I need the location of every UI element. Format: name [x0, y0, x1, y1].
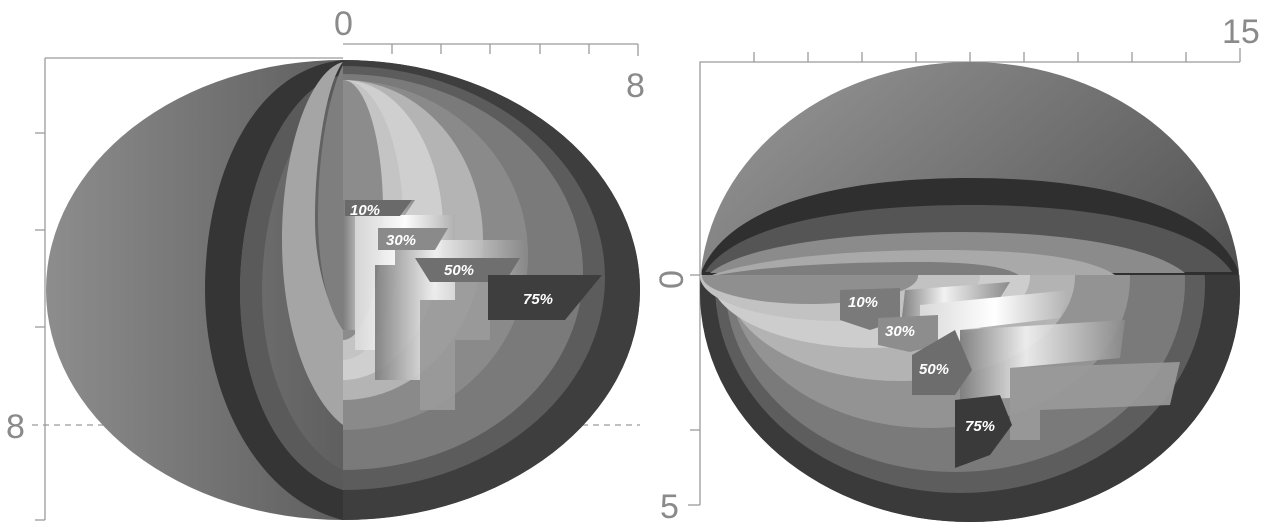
right-label-30: 30% [885, 323, 915, 340]
left-dark-band [205, 60, 343, 520]
right-step-10 [900, 282, 1010, 335]
left-inner-band [282, 62, 343, 425]
left-label-75: 75% [523, 291, 553, 308]
right-step-50 [960, 320, 1125, 400]
right-top-axis-end: 15 [1222, 13, 1260, 51]
right-core-band [712, 262, 1020, 276]
right-tag-50 [912, 330, 972, 395]
right-side-axis-zero: 0 [653, 270, 691, 289]
left-side-axis-mark: 8 [6, 408, 25, 446]
left-tag-30 [378, 228, 448, 250]
left-tag-75 [488, 275, 602, 320]
right-ellipsoid: 10% 30% 50% 75% 15 0 5 [653, 13, 1260, 526]
right-axes [688, 48, 1241, 506]
left-top-axis-end: 8 [626, 67, 645, 105]
right-side-axis-end: 5 [660, 488, 679, 526]
left-mid-band [240, 75, 343, 490]
left-label-30: 30% [386, 232, 416, 249]
left-ellipsoid: 10% 30% 50% 75% 0 8 8 [6, 5, 645, 521]
left-core-band [318, 65, 343, 330]
left-tag-10 [345, 200, 412, 216]
right-label-50: 50% [919, 361, 949, 378]
right-tag-30 [878, 315, 938, 352]
left-label-50: 50% [444, 262, 474, 279]
right-step-75 [1010, 362, 1180, 440]
right-label-10: 10% [848, 294, 878, 311]
left-top-axis-start: 0 [334, 5, 353, 43]
left-label-10: 10% [350, 202, 380, 219]
right-tag-75 [955, 395, 1012, 468]
right-label-75: 75% [965, 418, 995, 435]
